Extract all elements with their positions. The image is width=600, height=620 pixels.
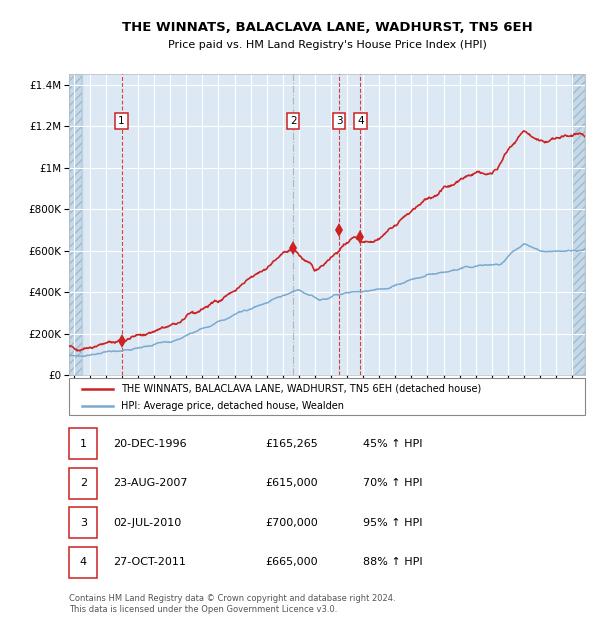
Text: Price paid vs. HM Land Registry's House Price Index (HPI): Price paid vs. HM Land Registry's House … [167,40,487,50]
Text: THE WINNATS, BALACLAVA LANE, WADHURST, TN5 6EH: THE WINNATS, BALACLAVA LANE, WADHURST, T… [122,22,532,34]
Text: 1: 1 [118,116,125,126]
Text: £665,000: £665,000 [265,557,318,567]
Text: 4: 4 [357,116,364,126]
Bar [69,467,97,499]
Bar [69,507,97,538]
Text: 3: 3 [80,518,86,528]
Text: 88% ↑ HPI: 88% ↑ HPI [363,557,423,567]
Text: 20-DEC-1996: 20-DEC-1996 [113,439,187,449]
Text: 2: 2 [290,116,296,126]
Text: 45% ↑ HPI: 45% ↑ HPI [363,439,422,449]
Text: 95% ↑ HPI: 95% ↑ HPI [363,518,422,528]
Bar [69,428,97,459]
Text: 1: 1 [80,439,86,449]
Text: 02-JUL-2010: 02-JUL-2010 [113,518,181,528]
Text: HPI: Average price, detached house, Wealden: HPI: Average price, detached house, Weal… [121,401,344,411]
Text: £165,265: £165,265 [265,439,318,449]
Text: Contains HM Land Registry data © Crown copyright and database right 2024.
This d: Contains HM Land Registry data © Crown c… [69,595,395,614]
Text: 3: 3 [336,116,343,126]
Text: 2: 2 [80,478,87,489]
Text: 23-AUG-2007: 23-AUG-2007 [113,478,187,489]
Text: £615,000: £615,000 [265,478,318,489]
Text: 70% ↑ HPI: 70% ↑ HPI [363,478,422,489]
Text: 27-OCT-2011: 27-OCT-2011 [113,557,186,567]
Text: £700,000: £700,000 [265,518,318,528]
Text: 4: 4 [80,557,87,567]
Bar [69,547,97,578]
Text: THE WINNATS, BALACLAVA LANE, WADHURST, TN5 6EH (detached house): THE WINNATS, BALACLAVA LANE, WADHURST, T… [121,384,481,394]
